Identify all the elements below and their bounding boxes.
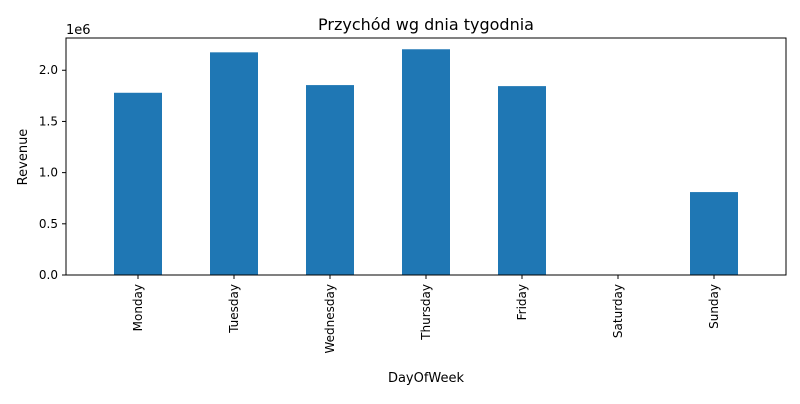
y-scale-label: 1e6 bbox=[66, 23, 91, 38]
x-tick-label: Wednesday bbox=[323, 284, 337, 353]
y-axis-label: Revenue bbox=[16, 129, 31, 186]
bar-sunday bbox=[690, 192, 738, 275]
bar-friday bbox=[498, 86, 546, 276]
y-tick-label: 0.0 bbox=[39, 268, 58, 282]
x-tick-label: Tuesday bbox=[227, 284, 241, 334]
x-axis-label: DayOfWeek bbox=[388, 371, 465, 386]
y-tick-label: 0.5 bbox=[39, 217, 58, 231]
y-tick-label: 1.0 bbox=[39, 166, 58, 180]
x-tick-label: Monday bbox=[131, 284, 145, 331]
ticks-group: Monday Tuesday Wednesday Thursday Friday Satu… bbox=[39, 63, 721, 353]
x-tick-label: Friday bbox=[515, 284, 529, 320]
bar-monday bbox=[114, 92, 162, 276]
bars-group bbox=[114, 49, 738, 276]
y-tick-label: 1.5 bbox=[39, 114, 58, 128]
plot-frame bbox=[65, 37, 787, 276]
x-tick-label: Thursday bbox=[419, 284, 433, 341]
chart-title: Przychód wg dnia tygodnia bbox=[318, 15, 534, 34]
bar-wednesday bbox=[306, 85, 354, 275]
x-tick-label: Sunday bbox=[707, 284, 721, 329]
y-tick-label: 2.0 bbox=[39, 63, 58, 77]
bar-thursday bbox=[402, 49, 450, 276]
x-tick-label: Saturday bbox=[611, 284, 625, 338]
bar-tuesday bbox=[210, 52, 258, 275]
